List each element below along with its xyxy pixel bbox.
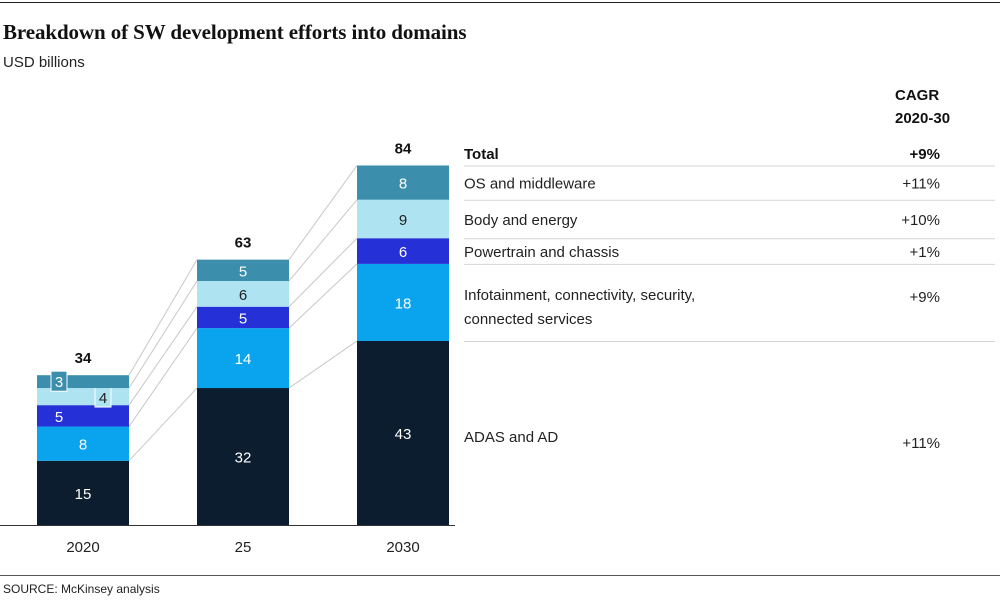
value-label: 15 [75, 486, 92, 503]
cagr-header-line-1: CAGR [895, 87, 940, 104]
chart-subtitle: USD billions [3, 54, 85, 71]
connector-line [288, 340, 358, 389]
bottom-rule [0, 575, 1000, 576]
total-label: 34 [75, 350, 92, 367]
connector-line [128, 387, 198, 462]
connector-line [128, 259, 198, 376]
x-tick-label: 25 [235, 539, 252, 556]
bar-segment [357, 238, 449, 264]
total-label: 84 [395, 140, 412, 157]
bar-segment [37, 426, 129, 461]
cagr-header: CAGR 2020-30 [895, 84, 950, 130]
total-label: 63 [235, 235, 252, 252]
chart-title: Breakdown of SW development efforts into… [3, 20, 467, 44]
value-label: 14 [235, 351, 252, 368]
legend-cagr: +10% [901, 212, 940, 229]
top-rule [0, 2, 1000, 3]
connector-line [288, 199, 358, 282]
x-tick-label: 2020 [66, 539, 99, 556]
legend-label: Body and energy [464, 212, 578, 229]
bar-segment [197, 281, 289, 307]
value-label: 4 [99, 390, 107, 407]
legend-cagr: +9% [910, 289, 940, 306]
bar-segment [197, 328, 289, 389]
value-label: 5 [239, 310, 247, 327]
connector-line [128, 280, 198, 389]
connector-line [288, 237, 358, 308]
bar-segment [37, 405, 129, 427]
bar-segment [37, 460, 129, 525]
value-label: 5 [239, 263, 247, 280]
connector-line [288, 263, 358, 329]
value-label: 3 [55, 374, 63, 391]
value-label: 18 [395, 295, 412, 312]
source-note: SOURCE: McKinsey analysis [3, 582, 160, 596]
bar-segment [357, 340, 449, 525]
legend-label: ADAS and AD [464, 429, 558, 446]
stacked-bar-chart: 158543342020321456563254318698842030Tota… [0, 140, 995, 556]
cagr-header-line-2: 2020-30 [895, 110, 951, 127]
connector-line [288, 165, 358, 260]
value-label: 43 [395, 426, 412, 443]
total-row-label: Total [464, 146, 499, 163]
value-label: 8 [79, 437, 87, 454]
legend-label: OS and middleware [464, 176, 596, 193]
x-tick-label: 2030 [386, 539, 419, 556]
value-label: 9 [399, 212, 407, 229]
value-label: 32 [235, 450, 252, 467]
legend-cagr: +11% [902, 435, 940, 452]
connector-line [128, 306, 198, 406]
value-label: 8 [399, 176, 407, 193]
bar-segment [357, 263, 449, 341]
value-label: 6 [239, 287, 247, 304]
total-row-cagr: +9% [910, 146, 940, 163]
legend-label: connected services [464, 311, 592, 328]
bar-segment [197, 306, 289, 329]
value-label: 6 [399, 244, 407, 261]
legend-label: Powertrain and chassis [464, 244, 619, 261]
value-label: 5 [55, 409, 63, 426]
bar-segment [197, 388, 289, 525]
connector-line [128, 327, 198, 427]
bar-segment [197, 259, 289, 282]
bar-segment [357, 165, 449, 200]
value-callout-box [50, 370, 68, 392]
legend-cagr: +1% [910, 244, 940, 261]
bar-segment [357, 199, 449, 239]
legend-cagr: +11% [902, 176, 940, 193]
legend-label: Infotainment, connectivity, security, [464, 287, 695, 304]
